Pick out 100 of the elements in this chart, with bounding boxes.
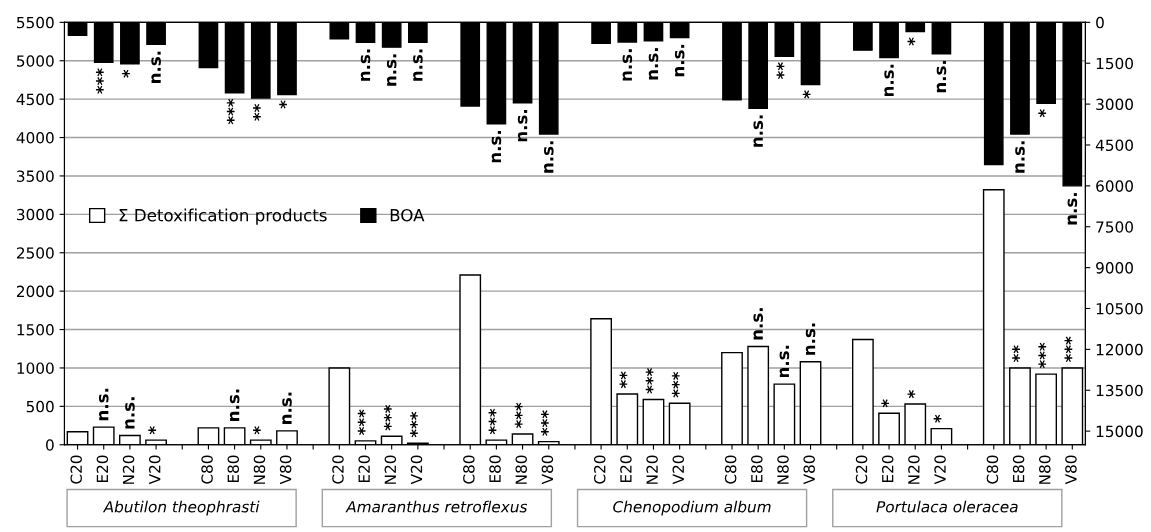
data-label: n.s. (805, 323, 816, 355)
text: Portulaca oleracea (876, 500, 1018, 513)
x-tick-label: V80 (279, 455, 292, 485)
x-tick-label: C80 (986, 455, 999, 484)
x-tick-label: N20 (908, 455, 920, 484)
x-tick-label: E80 (751, 455, 763, 483)
x-tick-label: N20 (384, 455, 397, 484)
x-tick-label: C80 (724, 455, 737, 484)
data-label: n.s. (282, 392, 292, 424)
data-label: * (279, 100, 287, 109)
x-tick-label: C80 (463, 455, 475, 484)
data-label: n.s. (936, 60, 947, 93)
data-label: * (148, 426, 157, 435)
data-label: n.s. (779, 345, 790, 378)
data-label: * (907, 390, 916, 399)
data-label: n.s. (753, 308, 764, 340)
x-tick-label: V80 (541, 455, 554, 485)
x-tick-label: E20 (881, 455, 894, 483)
x-tick-label: N20 (122, 455, 135, 484)
y-tick-label: 5500 (17, 16, 54, 29)
x-tick-label: N80 (515, 455, 527, 484)
data-label: n.s. (151, 51, 161, 84)
legend-label: BOA (390, 208, 425, 222)
data-label: *** (357, 409, 366, 436)
data-label: *** (95, 68, 104, 94)
data-label: n.s. (674, 44, 685, 77)
data-label: * (122, 69, 130, 78)
x-tick-label: V20 (148, 455, 161, 485)
y2-tick-label: 3000 (1096, 98, 1133, 111)
x-tick-label: N80 (1039, 455, 1051, 484)
data-label: n.s. (753, 115, 764, 147)
x-tick-label: C20 (855, 455, 868, 484)
data-label: n.s. (648, 48, 659, 80)
x-tick-label: E80 (489, 455, 501, 483)
x-tick-label: N80 (253, 455, 266, 484)
y-tick-label: 0 (46, 439, 54, 451)
data-label: *** (226, 98, 235, 125)
data-label: * (933, 414, 942, 423)
x-tick-label: V80 (803, 455, 815, 485)
x-tick-label: E80 (1012, 455, 1025, 483)
x-tick-label: V20 (672, 455, 685, 485)
data-label: n.s. (386, 54, 397, 86)
y-tick-label: 2000 (16, 285, 54, 298)
data-label: ** (1012, 345, 1020, 363)
data-label: *** (645, 368, 654, 394)
y-tick-label: 5000 (17, 55, 54, 67)
x-tick-label: C20 (593, 455, 606, 484)
y2-tick-label: 7500 (1096, 221, 1133, 233)
data-label: *** (1038, 342, 1047, 369)
x-tick-label: E20 (620, 455, 632, 483)
x-tick-label: E20 (96, 455, 109, 483)
y2-tick-label: 1500 (1096, 57, 1133, 70)
y2-tick-label: 12000 (1096, 343, 1143, 356)
text: Abutilon theophrasti (102, 500, 260, 516)
text: Amaranthus retroflexus (345, 500, 528, 513)
data-label: ** (253, 103, 261, 121)
data-label: ** (776, 62, 785, 80)
text: Chenopodium album (613, 500, 771, 516)
data-label: * (802, 90, 811, 99)
data-label: n.s. (884, 64, 894, 97)
x-tick-label: C20 (332, 455, 344, 484)
x-tick-label: N20 (646, 455, 658, 484)
y-tick-label: 3000 (17, 208, 54, 221)
y2-tick-label: 15000 (1096, 425, 1143, 438)
data-label: n.s. (98, 388, 109, 421)
data-label: n.s. (125, 397, 135, 429)
x-tick-label: V20 (410, 455, 423, 485)
data-label: * (1038, 109, 1047, 118)
y2-tick-label: 10500 (1096, 302, 1143, 315)
x-tick-label: E80 (227, 455, 240, 483)
y2-tick-label: 6000 (1096, 180, 1133, 192)
data-label: * (881, 399, 890, 408)
data-label: n.s. (622, 49, 633, 81)
data-label: n.s. (360, 49, 371, 81)
x-tick-label: C80 (201, 455, 213, 484)
x-tick-label: C20 (70, 455, 82, 484)
data-label: n.s. (544, 141, 554, 173)
x-tick-label: V80 (1065, 455, 1077, 485)
data-label: *** (488, 408, 497, 435)
data-label: n.s. (517, 109, 528, 142)
y2-tick-label: 13500 (1096, 384, 1143, 397)
data-label: n.s. (1067, 193, 1078, 225)
x-tick-label: V20 (934, 455, 946, 485)
y-tick-label: 3500 (17, 170, 54, 182)
y-tick-label: 1000 (17, 362, 54, 374)
data-label: ** (619, 371, 628, 389)
data-label: *** (383, 404, 392, 431)
y2-tick-label: 9000 (1096, 262, 1133, 274)
y2-tick-label: 0 (1096, 16, 1104, 29)
y-tick-label: 500 (26, 400, 54, 413)
y2-tick-label: 4500 (1095, 139, 1133, 151)
data-label: n.s. (1015, 141, 1025, 173)
data-label: *** (514, 402, 523, 429)
y-tick-label: 2500 (16, 247, 54, 259)
data-label: n.s. (491, 130, 502, 163)
data-label: n.s. (229, 389, 240, 421)
y-tick-label: 4000 (16, 132, 54, 144)
y-tick-label: 4500 (16, 93, 54, 106)
data-label: *** (540, 410, 549, 436)
x-tick-label: E20 (358, 455, 370, 483)
